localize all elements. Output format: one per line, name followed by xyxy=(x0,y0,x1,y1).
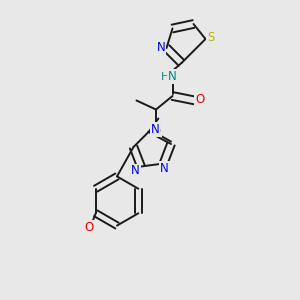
Text: S: S xyxy=(153,123,161,136)
Text: S: S xyxy=(207,31,214,44)
Text: H: H xyxy=(161,71,170,82)
Text: N: N xyxy=(160,162,169,176)
Text: N: N xyxy=(151,123,160,136)
Text: N: N xyxy=(168,70,177,83)
Text: N: N xyxy=(157,40,166,54)
Text: O: O xyxy=(195,93,204,106)
Text: O: O xyxy=(85,220,94,234)
Text: N: N xyxy=(131,164,140,178)
